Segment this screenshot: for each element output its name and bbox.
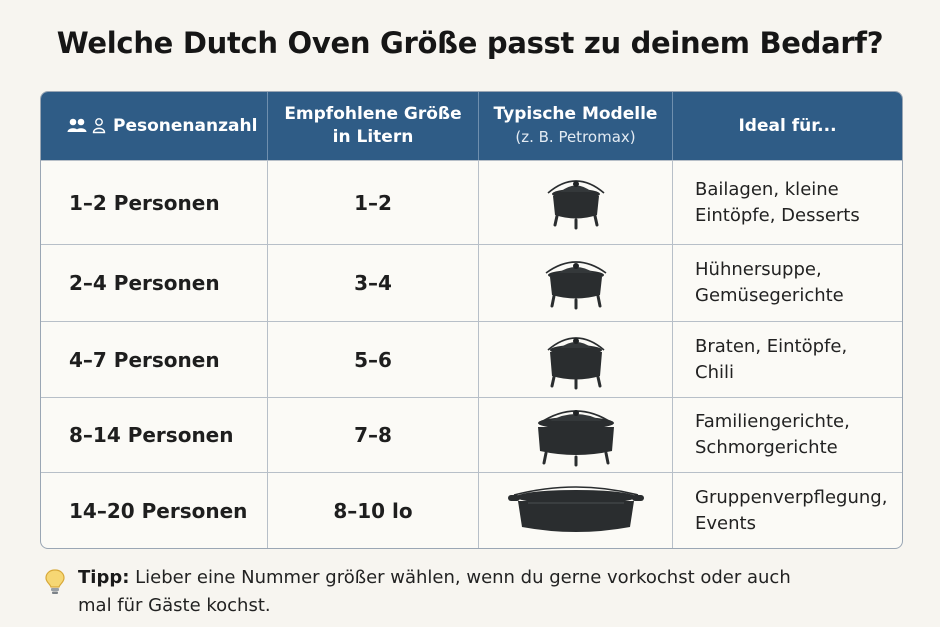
ideal-cell: Bailagen, kleine Eintöpfe, Desserts: [695, 178, 860, 226]
tip-body: Lieber eine Nummer größer wählen, wenn d…: [78, 567, 791, 616]
people-icon: [67, 116, 107, 136]
persons-cell: 1–2 Personen: [41, 161, 268, 244]
table-header: Pesonenanzahl Empfohlene Größe in Litern…: [41, 92, 902, 160]
tip-text: Tipp: Lieber eine Nummer größer wählen, …: [78, 564, 818, 620]
header-persons: Pesonenanzahl: [41, 92, 268, 160]
persons-cell: 8–14 Personen: [41, 398, 268, 472]
header-ideal: Ideal für...: [673, 92, 902, 160]
dutch-oven-icon: [537, 410, 614, 467]
size-cell: 5–6: [268, 322, 479, 397]
ideal-cell: Braten, Eintöpfe, Chili: [695, 335, 848, 383]
table-row: 14–20 Personen 8–10 lo Gruppenverpflegun…: [41, 472, 902, 548]
pot-cell: [479, 245, 673, 321]
table-row: 1–2 Personen 1–2 Bailagen, kleine Eintöp…: [41, 160, 902, 244]
size-cell: 3–4: [268, 245, 479, 321]
header-ideal-label: Ideal für...: [738, 115, 837, 136]
header-size-line1: Empfohlene Größe: [284, 104, 462, 124]
table-row: 2–4 Personen 3–4 Hühnersuppe, Gemüsegeri…: [41, 244, 902, 321]
header-size: Empfohlene Größe in Litern: [268, 92, 479, 160]
header-models-line1: Typische Modelle: [493, 104, 658, 124]
table-row: 4–7 Personen 5–6 Braten, Eintöpfe, Chili: [41, 321, 902, 397]
dutch-oven-icon: [546, 336, 605, 389]
lightbulb-icon: [44, 568, 66, 605]
persons-cell: 2–4 Personen: [41, 245, 268, 321]
size-table: Pesonenanzahl Empfohlene Größe in Litern…: [40, 91, 903, 549]
page-title: Welche Dutch Oven Größe passt zu deinem …: [56, 26, 884, 60]
tip-label: Tipp:: [78, 567, 130, 588]
pot-cell: [479, 398, 673, 472]
size-cell: 1–2: [268, 161, 479, 244]
ideal-cell: Hühnersuppe, Gemüsegerichte: [695, 259, 844, 306]
pot-cell: [479, 161, 673, 244]
header-persons-label: Pesonenanzahl: [113, 115, 258, 136]
persons-cell: 14–20 Personen: [41, 473, 268, 548]
dutch-oven-icon: [507, 485, 644, 532]
ideal-cell: Familiengerichte, Schmorgerichte: [695, 411, 850, 458]
ideal-cell: Gruppenverpflegung, Events: [695, 486, 888, 534]
header-models-line2: (z. B. Petromax): [515, 128, 636, 146]
header-size-line2: in Litern: [332, 127, 414, 147]
pot-cell: [479, 322, 673, 397]
dutch-oven-icon: [545, 261, 606, 310]
size-cell: 7–8: [268, 398, 479, 472]
size-cell: 8–10 lo: [268, 473, 479, 548]
persons-cell: 4–7 Personen: [41, 322, 268, 397]
dutch-oven-icon: [546, 179, 605, 229]
pot-cell: [479, 473, 673, 548]
table-row: 8–14 Personen 7–8 Familiengerichte, Schm…: [41, 397, 902, 472]
header-models: Typische Modelle (z. B. Petromax): [479, 92, 673, 160]
